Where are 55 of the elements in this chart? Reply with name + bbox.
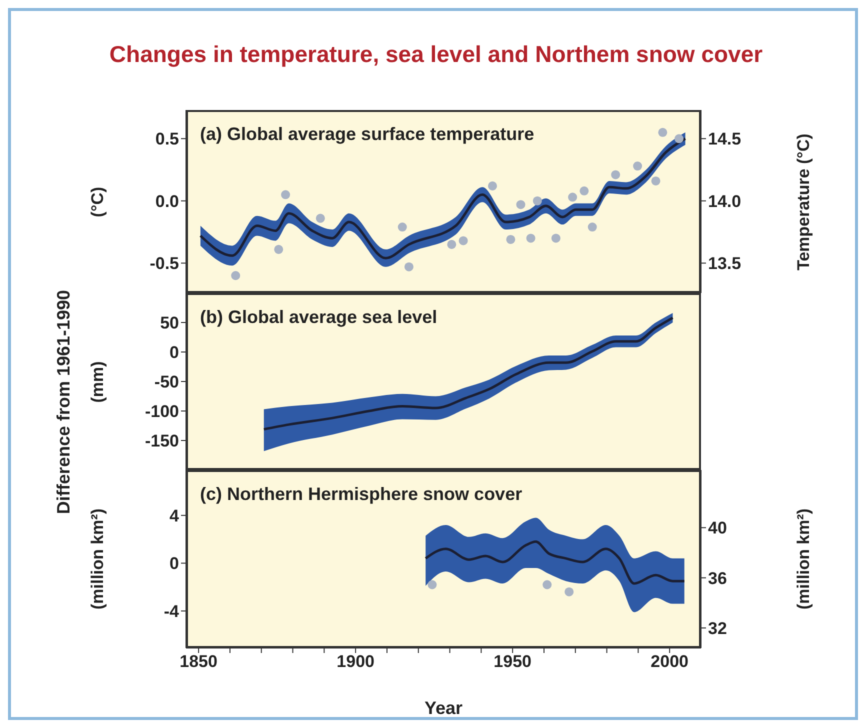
point bbox=[231, 271, 240, 280]
y2-tick-label: 40 bbox=[708, 518, 727, 538]
y-axis-title: (million km²) bbox=[88, 508, 108, 610]
point bbox=[580, 186, 589, 196]
y2-axis-title: Temperature (°C) bbox=[794, 133, 814, 270]
point bbox=[568, 192, 578, 202]
x-tick-label: 1900 bbox=[336, 652, 374, 672]
point bbox=[316, 214, 325, 223]
y-tick-label: -150 bbox=[144, 432, 179, 451]
y-tick-label: -0.5 bbox=[150, 254, 179, 274]
point bbox=[516, 200, 526, 210]
point bbox=[458, 236, 468, 246]
point bbox=[274, 244, 284, 254]
text: (a) Global average surface temperature bbox=[200, 124, 534, 145]
point bbox=[651, 176, 660, 186]
y2-tick-label: 32 bbox=[708, 618, 727, 638]
text: (c) Northern Hermisphere snow cover bbox=[200, 484, 522, 505]
y2-tick-label: 14.5 bbox=[708, 130, 742, 149]
y-tick-label: 0.5 bbox=[155, 130, 179, 149]
point bbox=[404, 262, 414, 272]
x-axis-title: Year bbox=[424, 698, 463, 719]
point bbox=[488, 181, 497, 190]
y-tick-label: -100 bbox=[144, 402, 179, 422]
y2-tick-label: 36 bbox=[708, 568, 727, 588]
point bbox=[588, 222, 597, 232]
y-tick-label: 0 bbox=[170, 554, 179, 574]
x-tick-label: 2000 bbox=[650, 652, 689, 672]
x-tick-label: 1950 bbox=[494, 652, 532, 672]
point bbox=[611, 170, 620, 180]
point bbox=[526, 234, 536, 243]
point bbox=[551, 234, 560, 243]
point bbox=[281, 190, 290, 200]
point bbox=[447, 240, 456, 249]
point bbox=[398, 222, 407, 232]
point bbox=[674, 134, 684, 144]
line-series bbox=[424, 540, 686, 585]
y-axis-title: (°C) bbox=[88, 186, 108, 217]
point bbox=[658, 128, 668, 137]
text: Difference from 1961-1990 bbox=[54, 289, 74, 514]
y2-tick-label: 13.5 bbox=[708, 254, 742, 274]
y-tick-label: 50 bbox=[160, 314, 179, 333]
y-tick-label: 0.0 bbox=[155, 192, 179, 211]
x-tick-label: 1850 bbox=[180, 652, 218, 672]
y2-tick-label: 14.0 bbox=[708, 192, 742, 211]
y2-axis-title: (million km²) bbox=[794, 508, 814, 610]
point bbox=[532, 196, 542, 206]
y-tick-label: 0 bbox=[170, 343, 179, 362]
y-tick-label: -4 bbox=[164, 602, 180, 621]
point bbox=[633, 162, 642, 171]
chart-title: Changes in temperature, sea level and Northem snow cover bbox=[108, 41, 764, 68]
y-tick-label: 4 bbox=[170, 506, 180, 526]
point bbox=[506, 234, 516, 244]
y-tick-label: -50 bbox=[154, 372, 179, 392]
text: (b) Global average sea level bbox=[200, 307, 438, 328]
y-axis-title: (mm) bbox=[88, 360, 108, 402]
